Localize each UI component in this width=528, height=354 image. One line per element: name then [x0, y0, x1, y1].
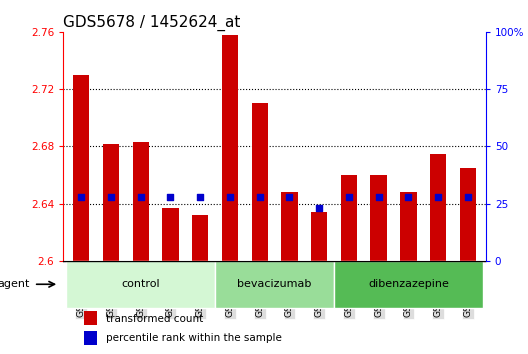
Point [107, 194, 115, 200]
Point [225, 194, 234, 200]
Point [345, 194, 353, 200]
Bar [311, 212, 327, 261]
Point [434, 194, 442, 200]
Bar [103, 144, 119, 261]
Bar [430, 154, 446, 261]
Point [77, 194, 86, 200]
Point [136, 194, 145, 200]
Text: GDS5678 / 1452624_at: GDS5678 / 1452624_at [63, 14, 241, 30]
Point [315, 205, 324, 211]
Text: control: control [121, 279, 160, 289]
Bar [281, 192, 298, 261]
Bar [84, 331, 97, 345]
FancyBboxPatch shape [67, 261, 215, 308]
Point [196, 194, 204, 200]
Text: dibenzazepine: dibenzazepine [368, 279, 449, 289]
Text: transformed count: transformed count [106, 314, 203, 324]
Bar [460, 168, 476, 261]
Text: bevacizumab: bevacizumab [238, 279, 312, 289]
Text: percentile rank within the sample: percentile rank within the sample [106, 333, 281, 343]
Bar [192, 215, 209, 261]
FancyBboxPatch shape [334, 261, 483, 308]
Bar [222, 35, 238, 261]
Bar [84, 312, 97, 325]
Point [256, 194, 264, 200]
Bar [341, 175, 357, 261]
Bar [400, 192, 417, 261]
Text: agent: agent [0, 279, 30, 289]
FancyBboxPatch shape [215, 261, 334, 308]
Bar [133, 142, 149, 261]
Bar [73, 75, 89, 261]
Bar [251, 103, 268, 261]
Point [374, 194, 383, 200]
Bar [371, 175, 387, 261]
Bar [162, 208, 178, 261]
Point [404, 194, 413, 200]
Point [285, 194, 294, 200]
Point [166, 194, 175, 200]
Point [464, 194, 472, 200]
